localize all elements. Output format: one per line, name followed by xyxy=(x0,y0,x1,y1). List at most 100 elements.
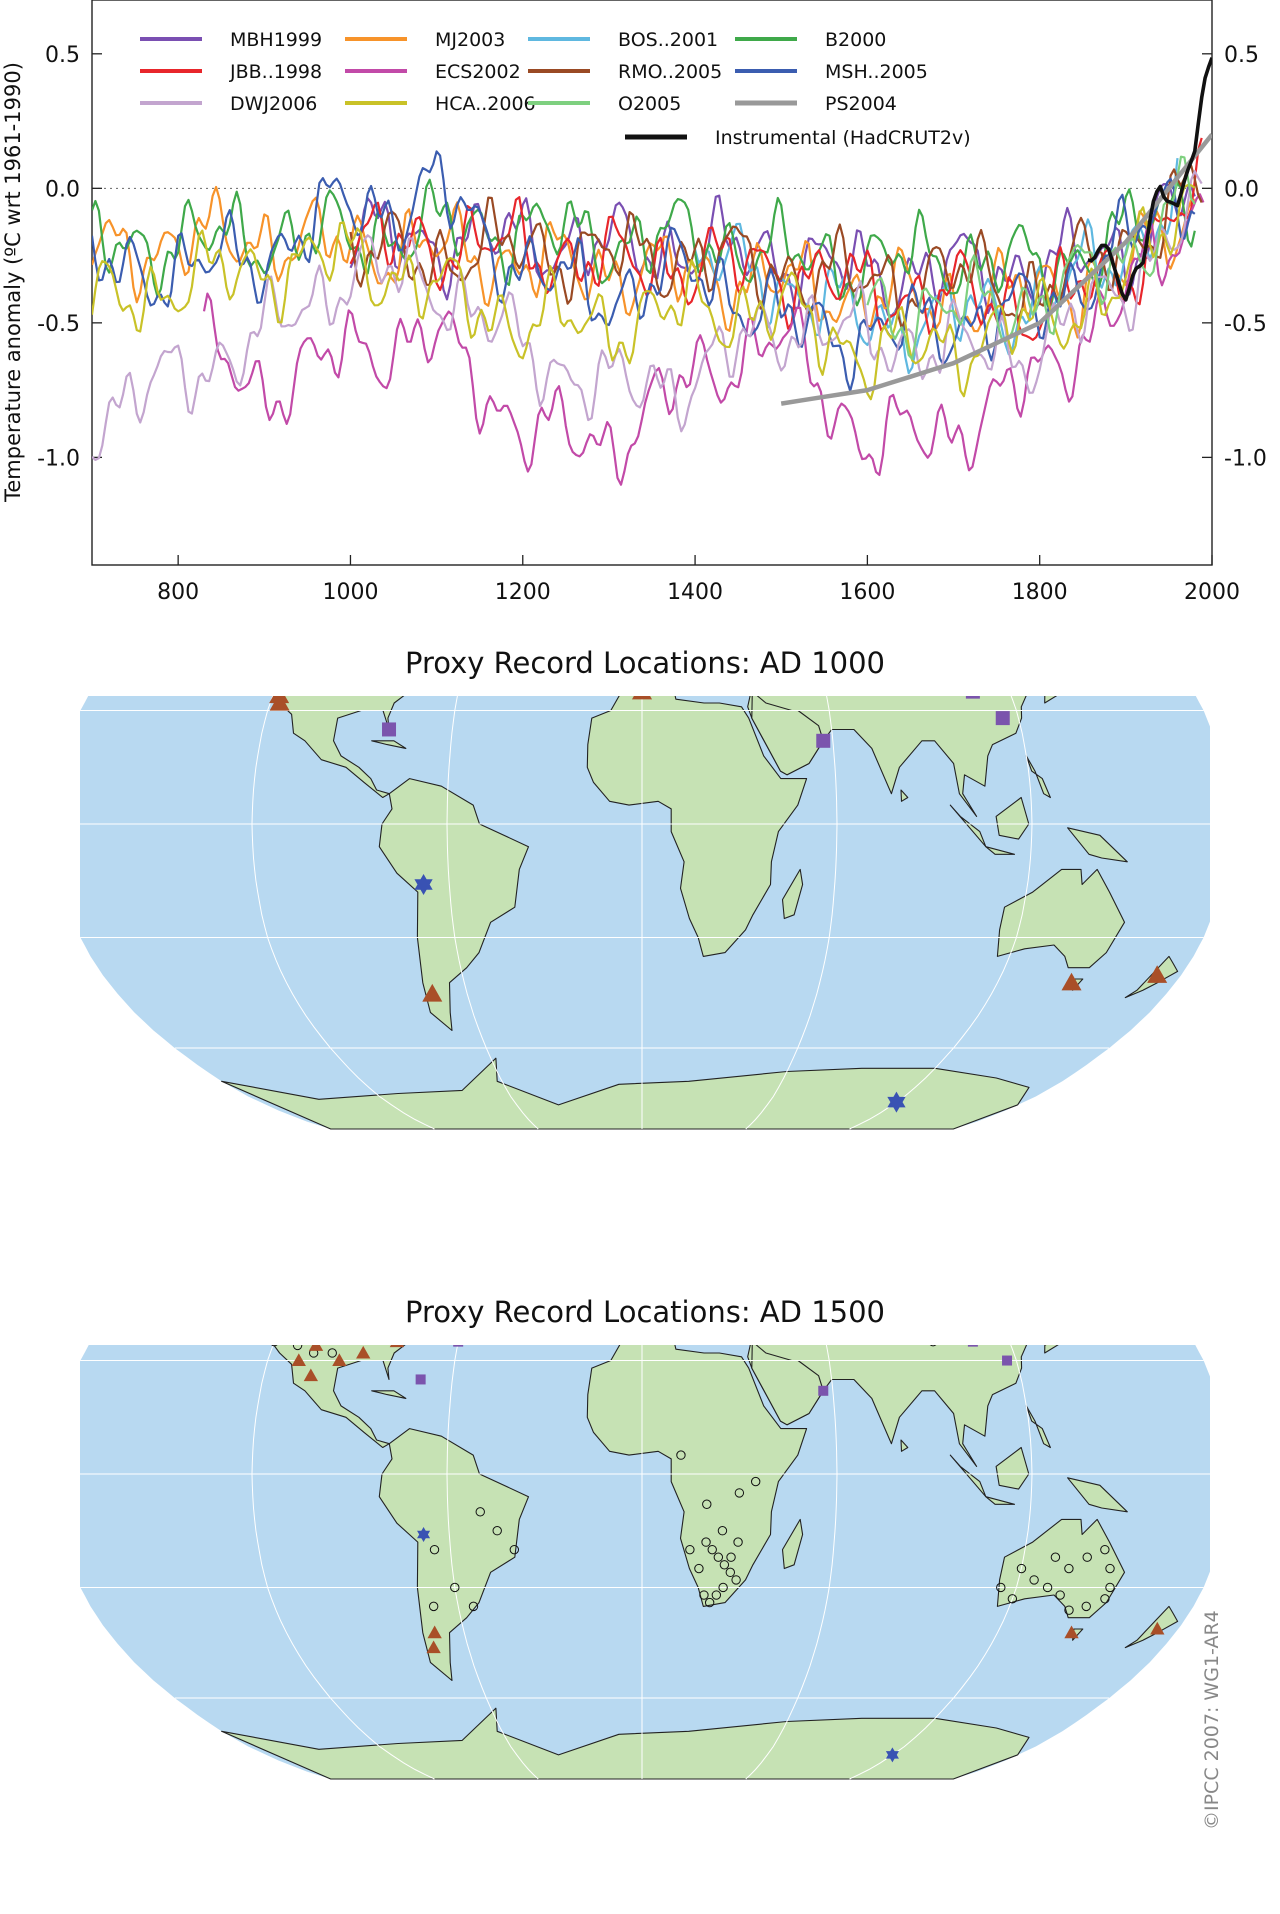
proxy-triangle xyxy=(302,1226,316,1239)
proxy-circle xyxy=(690,1246,698,1254)
proxy-star xyxy=(887,1096,906,1113)
proxy-circle xyxy=(718,1582,728,1593)
proxy-circle xyxy=(892,1281,900,1289)
legend-label-dwj2006: DWJ2006 xyxy=(230,93,317,115)
proxy-square xyxy=(452,681,466,695)
proxy-square xyxy=(453,1345,464,1347)
proxy-circle xyxy=(468,1601,479,1612)
proxy-circle xyxy=(996,1582,1006,1593)
legend-label-jbb-1998: JBB..1998 xyxy=(229,61,322,83)
proxy-triangle xyxy=(303,1368,319,1382)
land-north-america xyxy=(273,1345,406,1449)
proxy-triangle xyxy=(308,1345,324,1351)
proxy-circle xyxy=(378,1267,386,1275)
proxy-circle xyxy=(958,1300,966,1308)
land-borneo xyxy=(995,1446,1030,1490)
legend: MBH1999 MJ2003 BOS..2001 B2000 JBB..1998 ECS2… xyxy=(140,29,971,149)
proxy-circle xyxy=(366,1326,374,1334)
land-arabia xyxy=(751,1345,824,1426)
graticule-meridian xyxy=(849,696,1033,1130)
proxy-triangle xyxy=(910,1216,924,1229)
y-axis-label: Temperature anomaly (ºC wrt 1961-1990) xyxy=(1,62,25,503)
proxy-circle xyxy=(832,1274,840,1282)
series-line-b2000 xyxy=(92,178,1196,312)
ocean xyxy=(80,696,1210,1129)
proxy-circle xyxy=(326,1246,334,1254)
proxy-circle xyxy=(929,1274,937,1282)
proxy-circle xyxy=(725,1567,736,1578)
proxy-circle xyxy=(338,1289,346,1297)
proxy-triangle xyxy=(783,1226,797,1239)
proxy-circle xyxy=(509,1544,520,1555)
land-arabia xyxy=(751,696,824,776)
proxy-triangle xyxy=(962,1210,976,1223)
proxy-circle xyxy=(287,1246,295,1254)
y-tick-label-left: -1.0 xyxy=(37,446,80,471)
land-borneo xyxy=(995,796,1030,840)
proxy-circle xyxy=(710,1246,718,1254)
legend-label-instrumental-hadcrut2v: Instrumental (HadCRUT2v) xyxy=(715,127,971,149)
proxy-triangle xyxy=(935,1236,949,1249)
proxy-circle xyxy=(311,1326,319,1334)
proxy-triangle xyxy=(813,566,833,584)
proxy-triangle xyxy=(293,1331,307,1344)
series-line-instrumental-hadcrut2v xyxy=(1087,57,1212,302)
proxy-triangle xyxy=(925,1219,939,1232)
x-tick-label: 800 xyxy=(157,580,199,605)
land-north-america xyxy=(273,696,405,799)
land-sri-lanka xyxy=(900,789,909,802)
land-iceland xyxy=(583,580,608,590)
proxy-circle xyxy=(734,1488,745,1498)
series-line-mj2003 xyxy=(92,185,1195,339)
proxy-circle xyxy=(874,1274,882,1282)
proxy-triangle xyxy=(269,696,290,711)
proxy-circle xyxy=(1007,1594,1018,1604)
proxy-square xyxy=(995,711,1010,726)
proxy-circle xyxy=(492,1526,502,1536)
proxy-star xyxy=(540,1188,553,1199)
graticule-meridian xyxy=(745,1345,838,1780)
proxy-triangle xyxy=(1064,1625,1079,1639)
proxy-triangle xyxy=(1150,1621,1165,1635)
land-philippines xyxy=(1025,755,1051,799)
proxy-circle xyxy=(386,1311,394,1319)
proxy-square xyxy=(678,566,692,580)
proxy-triangle xyxy=(310,1278,324,1291)
proxy-triangle xyxy=(291,1353,306,1367)
legend-label-rmo-2005: RMO..2005 xyxy=(618,61,722,83)
proxy-triangle xyxy=(314,1297,328,1310)
legend-label-mbh1999: MBH1999 xyxy=(230,29,322,51)
proxy-triangle xyxy=(275,1316,289,1329)
proxy-circle xyxy=(318,1274,326,1282)
proxy-triangle xyxy=(356,1345,371,1359)
land-sri-lanka xyxy=(900,1439,909,1452)
proxy-circle xyxy=(733,1537,743,1547)
proxy-circle xyxy=(1105,1582,1115,1593)
proxy-triangle xyxy=(309,1260,323,1273)
proxy-circle xyxy=(638,1281,646,1289)
proxy-circle xyxy=(685,1544,695,1555)
graticule xyxy=(80,1345,1210,1780)
proxy-circle xyxy=(721,1274,729,1282)
proxy-star xyxy=(673,1186,686,1197)
proxy-star xyxy=(586,1225,599,1236)
proxy-markers xyxy=(269,566,1168,1113)
land-japan xyxy=(1044,1345,1059,1354)
proxy-circle xyxy=(327,1348,337,1358)
proxy-circle xyxy=(745,1260,753,1268)
y-tick-label-left: 0.5 xyxy=(45,43,80,68)
proxy-circle xyxy=(676,1450,686,1460)
y-axis-ticks-left: 0.5 0.0 -0.5 -1.0 xyxy=(37,43,102,471)
land-java xyxy=(985,1496,1016,1505)
x-axis-ticks: 800 1000 1200 1400 1600 1800 2000 xyxy=(157,555,1240,605)
proxy-circle xyxy=(428,1601,439,1612)
proxy-circle xyxy=(731,1575,741,1585)
land-indonesia xyxy=(949,1454,987,1498)
proxy-circle xyxy=(381,1326,389,1334)
proxy-triangle xyxy=(1061,972,1082,991)
legend-label-ecs2002: ECS2002 xyxy=(435,61,521,83)
legend-label-b2000: B2000 xyxy=(825,29,886,51)
proxy-circle xyxy=(1029,1575,1039,1585)
proxy-circle xyxy=(717,1526,728,1536)
